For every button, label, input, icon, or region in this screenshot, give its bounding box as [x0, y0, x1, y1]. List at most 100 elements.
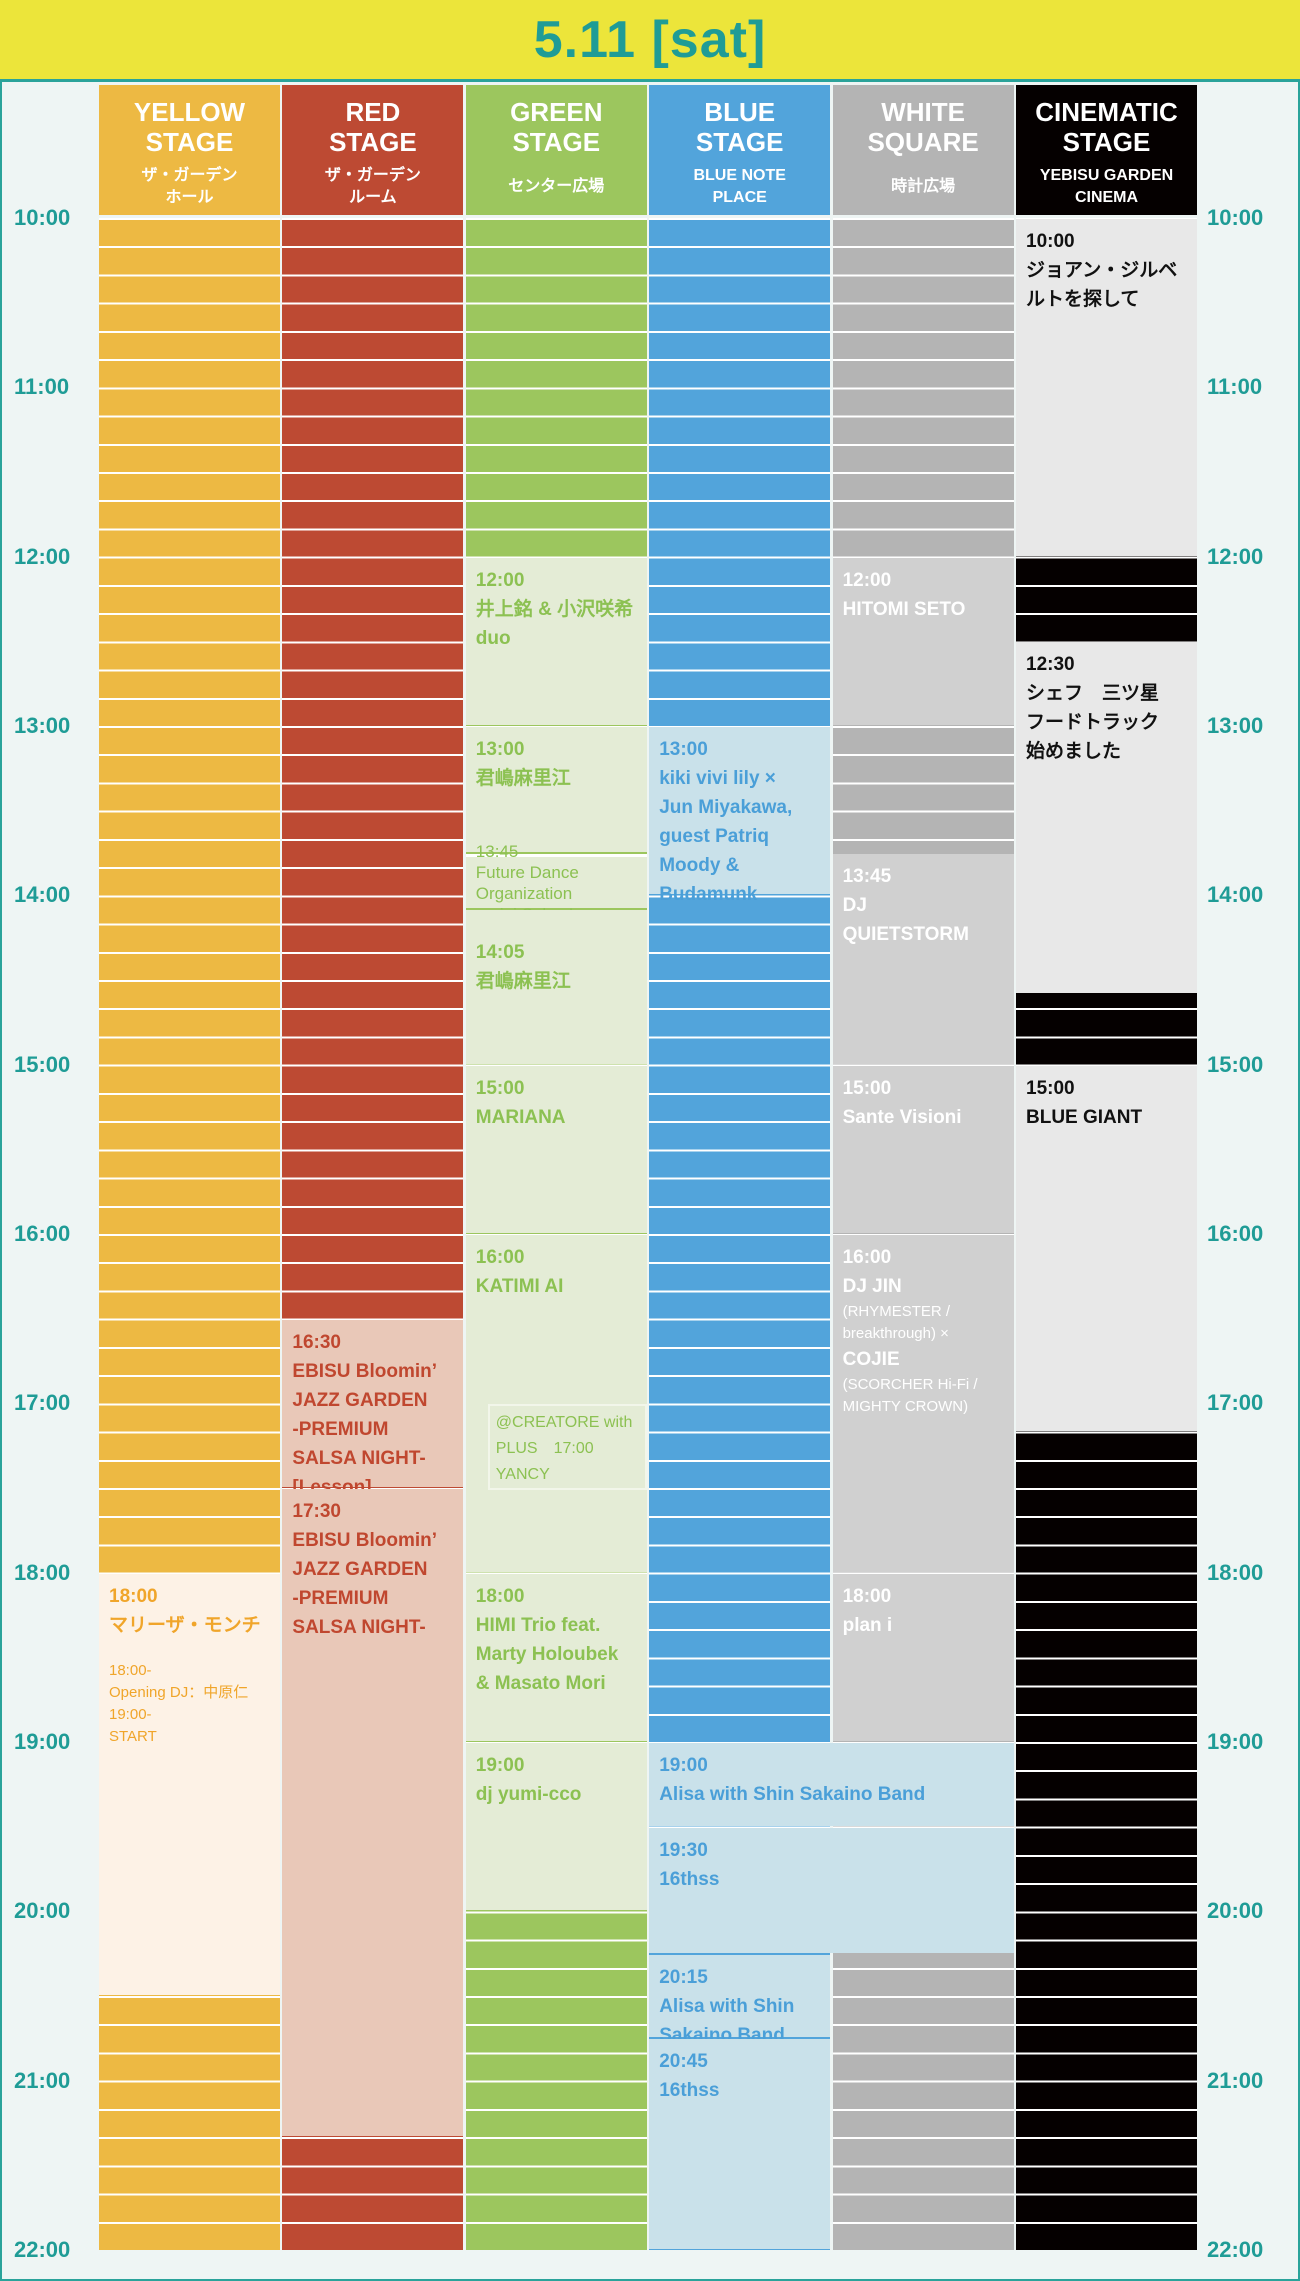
event-time: 10:00 [1026, 231, 1075, 252]
stage-location-text: ザ・ガーデン [141, 167, 238, 184]
event-time: 16:00 [475, 1247, 525, 1268]
event-title: 16thss [659, 1868, 720, 1890]
event-title: MIGHTY CROWN) [842, 1398, 969, 1415]
event-time: 19:30 [659, 1839, 708, 1861]
time-label-right: 15:00 [1207, 1051, 1264, 1077]
event-title: guest Patriq [659, 826, 769, 847]
event-block[interactable]: 14:05 君嶋麻里江 [465, 910, 647, 1064]
event-block[interactable]: 16:00 DJ JIN (RHYMESTER / breakthrough) × CO… [832, 1235, 1014, 1572]
event-title: JAZZ GARDEN [292, 1559, 428, 1580]
event-time: 13:45 [475, 842, 519, 861]
event-block[interactable]: 16:30 EBISU Bloomin’ JAZZ GARDEN -PREMIUM SA… [282, 1319, 464, 1498]
event-title: QUIETSTORM [842, 924, 969, 945]
event-title: シェフ 三ツ星 [1026, 683, 1160, 705]
event-time: 18:00 [109, 1585, 158, 1607]
time-label-right: 20:00 [1207, 1898, 1264, 1924]
event-title: (RHYMESTER / [842, 1303, 951, 1320]
event-block[interactable]: 16:00 KATIMI AI [465, 1235, 647, 1572]
stage-name: STAGE [1062, 127, 1151, 157]
event-title: Sante Visioni [842, 1106, 962, 1128]
time-label-left: 13:00 [14, 713, 71, 738]
event-time: 13:45 [842, 866, 892, 887]
event-time: 15:00 [842, 1077, 892, 1099]
time-label-right: 16:00 [1207, 1221, 1264, 1246]
event-block[interactable]: 19:30 16thss [649, 1827, 1014, 1953]
event-block[interactable]: 13:45 DJ QUIETSTORM [832, 854, 1014, 1064]
event-block[interactable]: 20:45 16thss [649, 2039, 831, 2249]
stage-name: STAGE [145, 127, 234, 157]
stage-header-blue: BLUE STAGE BLUE NOTE PLACE [649, 85, 831, 215]
event-block[interactable]: @CREATORE with PLUS 17:00 YANCY [487, 1404, 647, 1490]
event-title: Marty Holoubek [475, 1643, 619, 1665]
event-block[interactable]: 18:00 マリーザ・モンチ 18:00- Opening DJ：中原仁 19:00- S… [99, 1573, 280, 1995]
stage-column-green [465, 218, 647, 2250]
stage-name: RED [345, 97, 401, 127]
event-block[interactable]: 15:00 BLUE GIANT [1016, 1065, 1197, 1431]
event-block[interactable]: 13:00 kiki vivi lily × Jun Miyakawa, guest … [649, 727, 831, 905]
event-title: Alisa with Shin [659, 1995, 795, 2017]
time-label-left: 14:00 [14, 882, 71, 908]
event-title: EBISU Bloomin’ [292, 1530, 438, 1551]
stage-location: 時計広場 [833, 176, 1014, 198]
event-block[interactable]: 15:00 Sante Visioni [832, 1065, 1014, 1233]
event-block[interactable]: 19:00 dj yumi-cco [465, 1743, 647, 1911]
stage-header-cinema: CINEMATIC STAGE YEBISU GARDEN CINEMA [1016, 85, 1197, 215]
event-block[interactable]: 19:00 Alisa with Shin Sakaino Band [649, 1743, 1014, 1826]
event-title: 始めました [1026, 741, 1122, 763]
stage-location: センター広場 [466, 176, 647, 198]
event-time: @CREATORE with [495, 1414, 633, 1432]
event-block[interactable]: 17:30 EBISU Bloomin’ JAZZ GARDEN -PREMIUM SA… [282, 1489, 464, 2137]
event-block[interactable]: 12:30 シェフ 三ツ星 フードトラック 始めました [1016, 642, 1197, 994]
page-title: 5.11 [sat] [533, 10, 767, 69]
event-title: plan i [842, 1614, 893, 1636]
event-time: 17:30 [292, 1501, 341, 1522]
event-time: 19:00 [475, 1755, 525, 1776]
stage-name: STAGE [695, 127, 784, 157]
event-title: 19:00- [109, 1705, 152, 1723]
event-title: START [109, 1727, 157, 1745]
event-title: 君嶋麻里江 [475, 971, 571, 993]
stage-location-text: ザ・ガーデン [324, 167, 421, 184]
event-title: 14:05 [475, 942, 525, 964]
event-title: フードトラック [1026, 712, 1160, 734]
event-block[interactable]: 12:00 井上銘 & 小沢咲希 duo [465, 557, 647, 725]
time-label-right: 19:00 [1207, 1729, 1264, 1754]
time-label-left: 20:00 [14, 1898, 71, 1924]
event-title: & Masato Mori [475, 1672, 606, 1694]
event-block[interactable]: 18:00 HIMI Trio feat. Marty Holoubek & Masa… [465, 1573, 647, 1741]
spacer [109, 1640, 270, 1660]
event-block[interactable]: 13:00 君嶋麻里江 [465, 727, 647, 852]
stage-header-white: WHITE SQUARE 時計広場 [832, 85, 1014, 215]
event-title: Opening DJ：中原仁 [109, 1683, 249, 1701]
event-block[interactable]: 15:00 MARIANA [465, 1065, 647, 1233]
event-block[interactable]: 12:00 HITOMI SETO [832, 557, 1014, 725]
time-label-left: 22:00 [14, 2237, 71, 2262]
event-time: 12:00 [475, 569, 525, 591]
stage-location-text: BLUE NOTE [693, 167, 786, 184]
event-title: DJ [842, 895, 867, 916]
event-title: 君嶋麻里江 [475, 768, 571, 789]
time-label-left: 11:00 [14, 374, 70, 400]
event-block[interactable]: 18:00 plan i [832, 1573, 1014, 1741]
event-block[interactable]: 10:00 ジョアン・ジルベ ルトを探して [1016, 219, 1197, 556]
time-label-left: 17:00 [14, 1390, 71, 1416]
stage-header-yellow: YELLOW STAGE ザ・ガーデン ホール [99, 85, 280, 215]
stage-location-text: CINEMA [1074, 189, 1139, 206]
event-title: ルトを探して [1026, 289, 1140, 310]
spacer [476, 918, 637, 938]
event-title: JAZZ GARDEN [292, 1389, 428, 1411]
event-time: 15:00 [1026, 1077, 1075, 1099]
time-label-right: 22:00 [1207, 2237, 1264, 2262]
stage-name: STAGE [329, 127, 417, 157]
stage-name: CINEMATIC [1035, 97, 1178, 127]
time-label-left: 16:00 [14, 1221, 71, 1246]
event-block[interactable]: 20:15 Alisa with Shin Sakaino Band [649, 1954, 831, 2046]
event-time: 18:00 [475, 1585, 525, 1607]
stage-location-text: YEBISU GARDEN [1039, 167, 1174, 184]
event-title: duo [475, 627, 511, 649]
stage-name: SQUARE [867, 127, 979, 157]
time-label-right: 14:00 [1207, 882, 1264, 908]
event-title: KATIMI AI [475, 1276, 564, 1297]
event-title: PLUS 17:00 [495, 1440, 594, 1458]
